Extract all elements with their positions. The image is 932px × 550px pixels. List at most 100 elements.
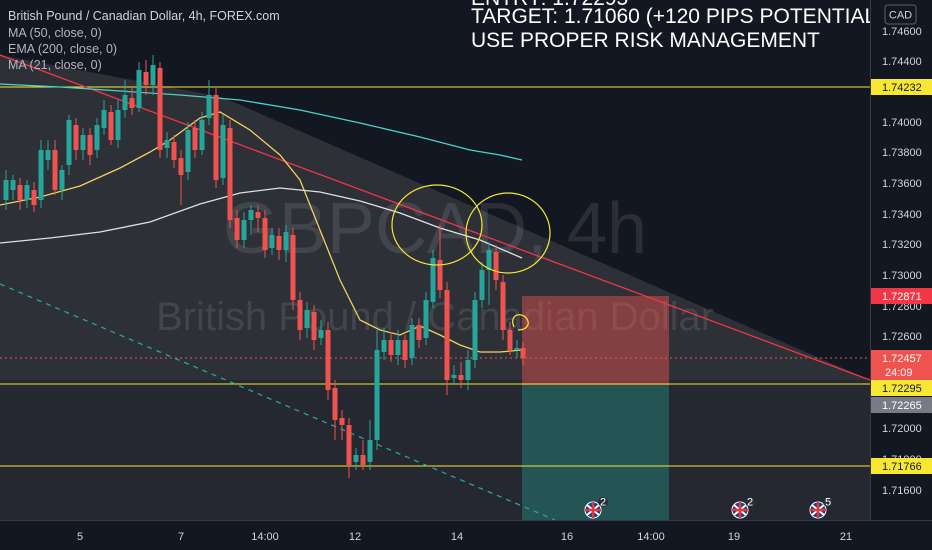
candle-body bbox=[500, 282, 506, 330]
time-tick: 14:00 bbox=[637, 531, 665, 543]
candle-body bbox=[304, 310, 310, 328]
event-badge-1[interactable]: 2 bbox=[584, 497, 608, 519]
current-price-label: 1.72457 bbox=[882, 353, 922, 365]
currency-badge[interactable] bbox=[884, 4, 917, 25]
candle-body bbox=[269, 235, 275, 248]
candle-body bbox=[52, 150, 58, 190]
time-tick: 5 bbox=[77, 531, 83, 543]
candle-body bbox=[353, 455, 359, 462]
event-badge-3[interactable]: 5 bbox=[809, 497, 833, 519]
candle-body bbox=[416, 325, 422, 340]
target-price-tag bbox=[871, 458, 932, 474]
event-count-bubble bbox=[598, 497, 608, 507]
candle-body bbox=[493, 252, 499, 280]
candle-body bbox=[381, 340, 387, 352]
candle-body bbox=[339, 418, 345, 425]
candle-body bbox=[94, 125, 100, 150]
price-tick: 1.73200 bbox=[882, 239, 922, 251]
candle-body bbox=[255, 212, 261, 218]
stop-price-tag bbox=[871, 288, 932, 304]
event-count: 2 bbox=[747, 497, 753, 509]
watermark-name: British Pound / Canadian Dollar bbox=[156, 295, 714, 339]
candle-body bbox=[45, 150, 51, 160]
candle-body bbox=[472, 300, 478, 360]
candle-body bbox=[367, 440, 373, 462]
price-tick: 1.72000 bbox=[882, 423, 922, 435]
time-tick: 12 bbox=[349, 531, 361, 543]
candle-body bbox=[3, 180, 9, 200]
descending-trendline[interactable] bbox=[0, 54, 871, 381]
candle-body bbox=[10, 180, 16, 190]
candle-body bbox=[122, 95, 128, 110]
candle-body bbox=[332, 388, 338, 420]
indicator-ema200-label[interactable]: EMA (200, close, 0) bbox=[8, 42, 117, 56]
candle-body bbox=[325, 330, 331, 390]
indicator-ma50-label[interactable]: MA (50, close, 0) bbox=[8, 26, 102, 40]
current-price-tag bbox=[871, 350, 932, 380]
candle-body bbox=[17, 185, 23, 200]
candle-body bbox=[157, 68, 163, 150]
time-tick: 14 bbox=[451, 531, 463, 543]
candle-body bbox=[171, 142, 177, 160]
stop-loss-zone bbox=[522, 296, 669, 385]
annotation-small-loop bbox=[512, 314, 529, 331]
entry-price-label: 1.72295 bbox=[882, 383, 922, 395]
time-axis-background bbox=[0, 520, 932, 550]
candle-body bbox=[402, 340, 408, 360]
price-tick: 1.72600 bbox=[882, 331, 922, 343]
annotation-circle-right bbox=[465, 192, 551, 274]
candle-body bbox=[108, 112, 114, 140]
chart-title: British Pound / Canadian Dollar, 4h, FOR… bbox=[8, 9, 280, 23]
time-tick: 7 bbox=[178, 531, 184, 543]
indicator-ma21-label[interactable]: MA (21, close, 0) bbox=[8, 58, 102, 72]
candle-body bbox=[178, 158, 184, 175]
watermark-symbol: GBPCAD, 4h bbox=[223, 189, 647, 269]
candle-body bbox=[276, 236, 282, 250]
candle-body bbox=[164, 140, 170, 148]
ema200-line bbox=[0, 83, 523, 161]
resistance-price-tag bbox=[871, 79, 932, 95]
target-price-label: 1.71766 bbox=[882, 461, 922, 473]
resistance-price-label: 1.74232 bbox=[882, 82, 922, 94]
event-badge-2[interactable]: 2 bbox=[731, 497, 755, 519]
candle-body bbox=[192, 128, 198, 150]
candle-body bbox=[227, 128, 233, 220]
lower-zone-shade bbox=[0, 380, 870, 520]
candle-body bbox=[206, 95, 212, 118]
price-tick: 1.74600 bbox=[882, 26, 922, 38]
event-count: 2 bbox=[600, 497, 606, 509]
candle-body bbox=[507, 330, 513, 350]
bid-price-label: 1.72265 bbox=[882, 400, 922, 412]
price-tick: 1.73600 bbox=[882, 178, 922, 190]
candle-body bbox=[409, 325, 415, 358]
candle-body bbox=[150, 65, 156, 85]
currency-badge-label: CAD bbox=[889, 10, 912, 22]
price-tick: 1.73000 bbox=[882, 270, 922, 282]
candle-body bbox=[514, 348, 520, 350]
candle-body bbox=[311, 312, 317, 340]
note-entry: ENTRY: 1.72295 bbox=[471, 0, 628, 10]
candle-body bbox=[423, 300, 429, 338]
price-tick: 1.74000 bbox=[882, 117, 922, 129]
bid-price-tag bbox=[871, 397, 932, 413]
lower-channel-line[interactable] bbox=[0, 283, 556, 521]
time-tick: 16 bbox=[561, 531, 573, 543]
time-tick: 19 bbox=[728, 531, 740, 543]
take-profit-zone bbox=[522, 385, 669, 520]
candle-body bbox=[101, 110, 107, 128]
candle-body bbox=[73, 125, 79, 150]
candle-body bbox=[185, 130, 191, 172]
event-count-bubble bbox=[745, 497, 755, 507]
candle-body bbox=[199, 120, 205, 150]
candle-body bbox=[437, 260, 443, 290]
time-axis[interactable]: 5 7 14:00 12 14 16 14:00 19 21 bbox=[0, 520, 932, 550]
candle-body bbox=[395, 340, 401, 355]
candle-body bbox=[220, 125, 226, 178]
event-count-bubble bbox=[823, 497, 833, 507]
candle-body bbox=[479, 270, 485, 300]
price-axis[interactable]: 1.74600 1.74400 1.74000 1.73800 1.73600 … bbox=[870, 0, 932, 520]
candle-body bbox=[374, 350, 380, 440]
event-count: 5 bbox=[825, 497, 831, 509]
note-risk: USE PROPER RISK MANAGEMENT bbox=[471, 29, 820, 52]
